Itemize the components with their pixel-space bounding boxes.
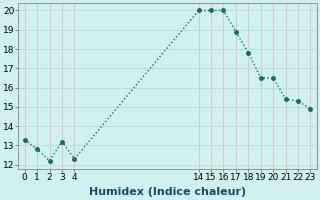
X-axis label: Humidex (Indice chaleur): Humidex (Indice chaleur)	[89, 187, 246, 197]
